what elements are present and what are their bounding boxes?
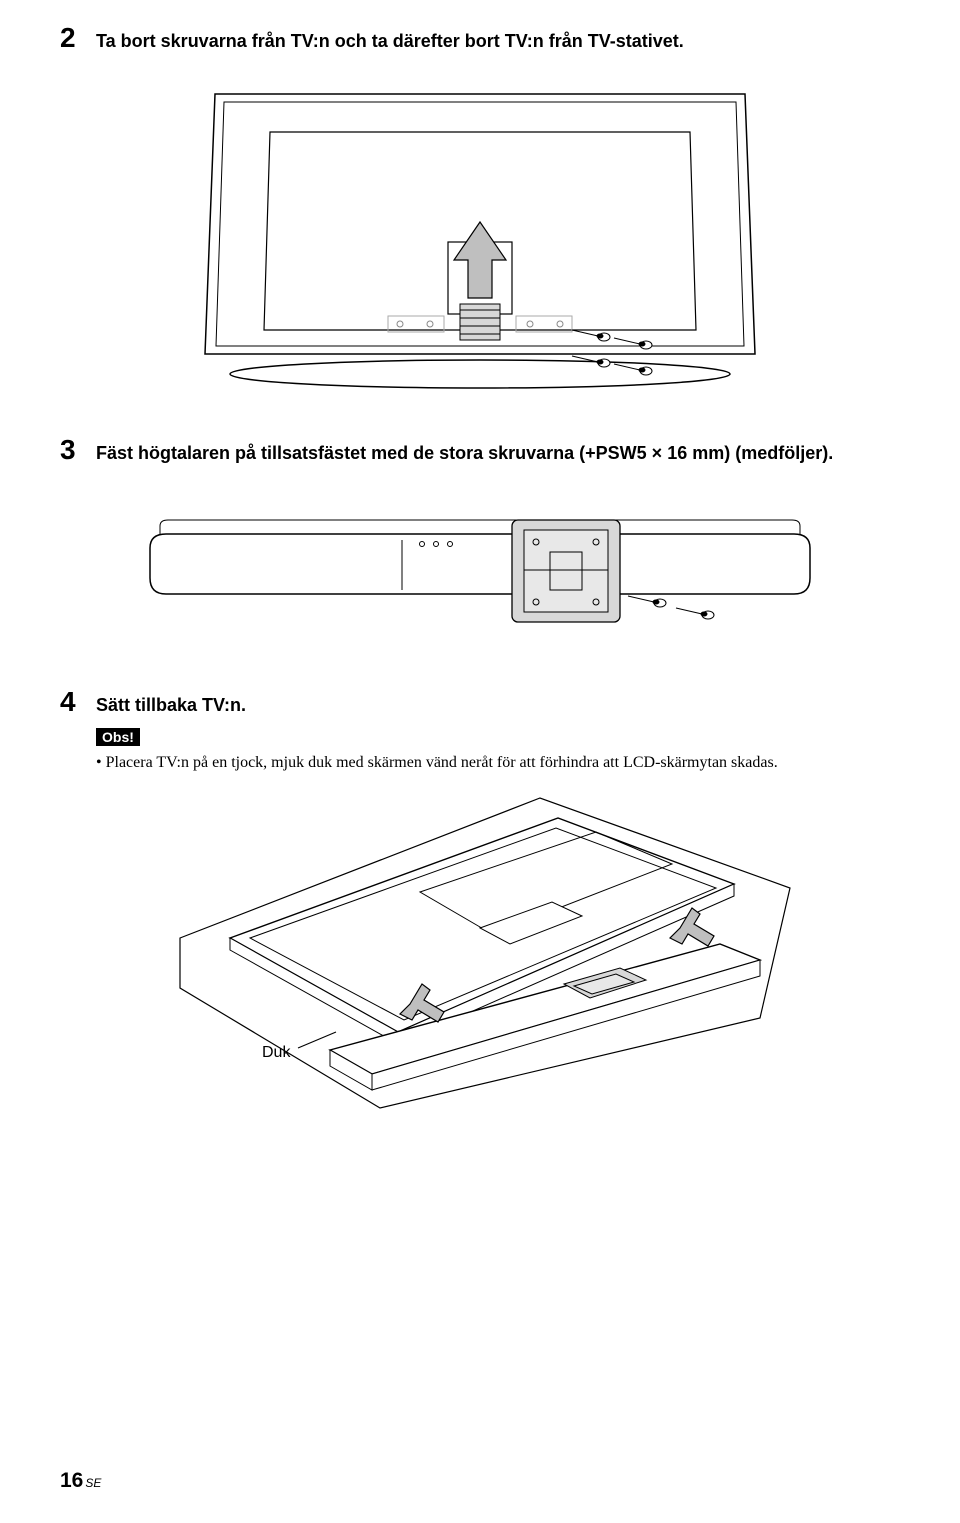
- speaker-diagram-icon: [120, 486, 840, 656]
- step-number: 3: [60, 434, 80, 466]
- figure-2-speaker-bracket: [60, 486, 900, 656]
- tv-facedown-diagram-icon: [160, 788, 800, 1128]
- note-text: Placera TV:n på en tjock, mjuk duk med s…: [106, 752, 778, 774]
- step-number: 4: [60, 686, 80, 718]
- step-4: 4 Sätt tillbaka TV:n.: [60, 686, 900, 718]
- bullet-icon: •: [96, 752, 102, 774]
- page-footer: 16 SE: [60, 1469, 101, 1493]
- figure-1-tv-remove: [60, 74, 900, 404]
- step-number: 2: [60, 22, 80, 54]
- note-block: Obs! • Placera TV:n på en tjock, mjuk du…: [96, 728, 900, 774]
- step-3: 3 Fäst högtalaren på tillsatsfästet med …: [60, 434, 900, 466]
- figure-3-tv-facedown: Duk: [160, 788, 800, 1128]
- page-region: SE: [85, 1476, 101, 1490]
- step-text: Fäst högtalaren på tillsatsfästet med de…: [96, 442, 833, 465]
- step-text: Ta bort skruvarna från TV:n och ta däref…: [96, 30, 684, 53]
- page-number: 16: [60, 1469, 83, 1493]
- tv-diagram-icon: [160, 74, 800, 404]
- note-badge: Obs!: [96, 728, 140, 746]
- step-2: 2 Ta bort skruvarna från TV:n och ta där…: [60, 22, 900, 54]
- note-text-row: • Placera TV:n på en tjock, mjuk duk med…: [96, 752, 900, 774]
- duk-label: Duk: [262, 1044, 290, 1062]
- step-text: Sätt tillbaka TV:n.: [96, 694, 246, 717]
